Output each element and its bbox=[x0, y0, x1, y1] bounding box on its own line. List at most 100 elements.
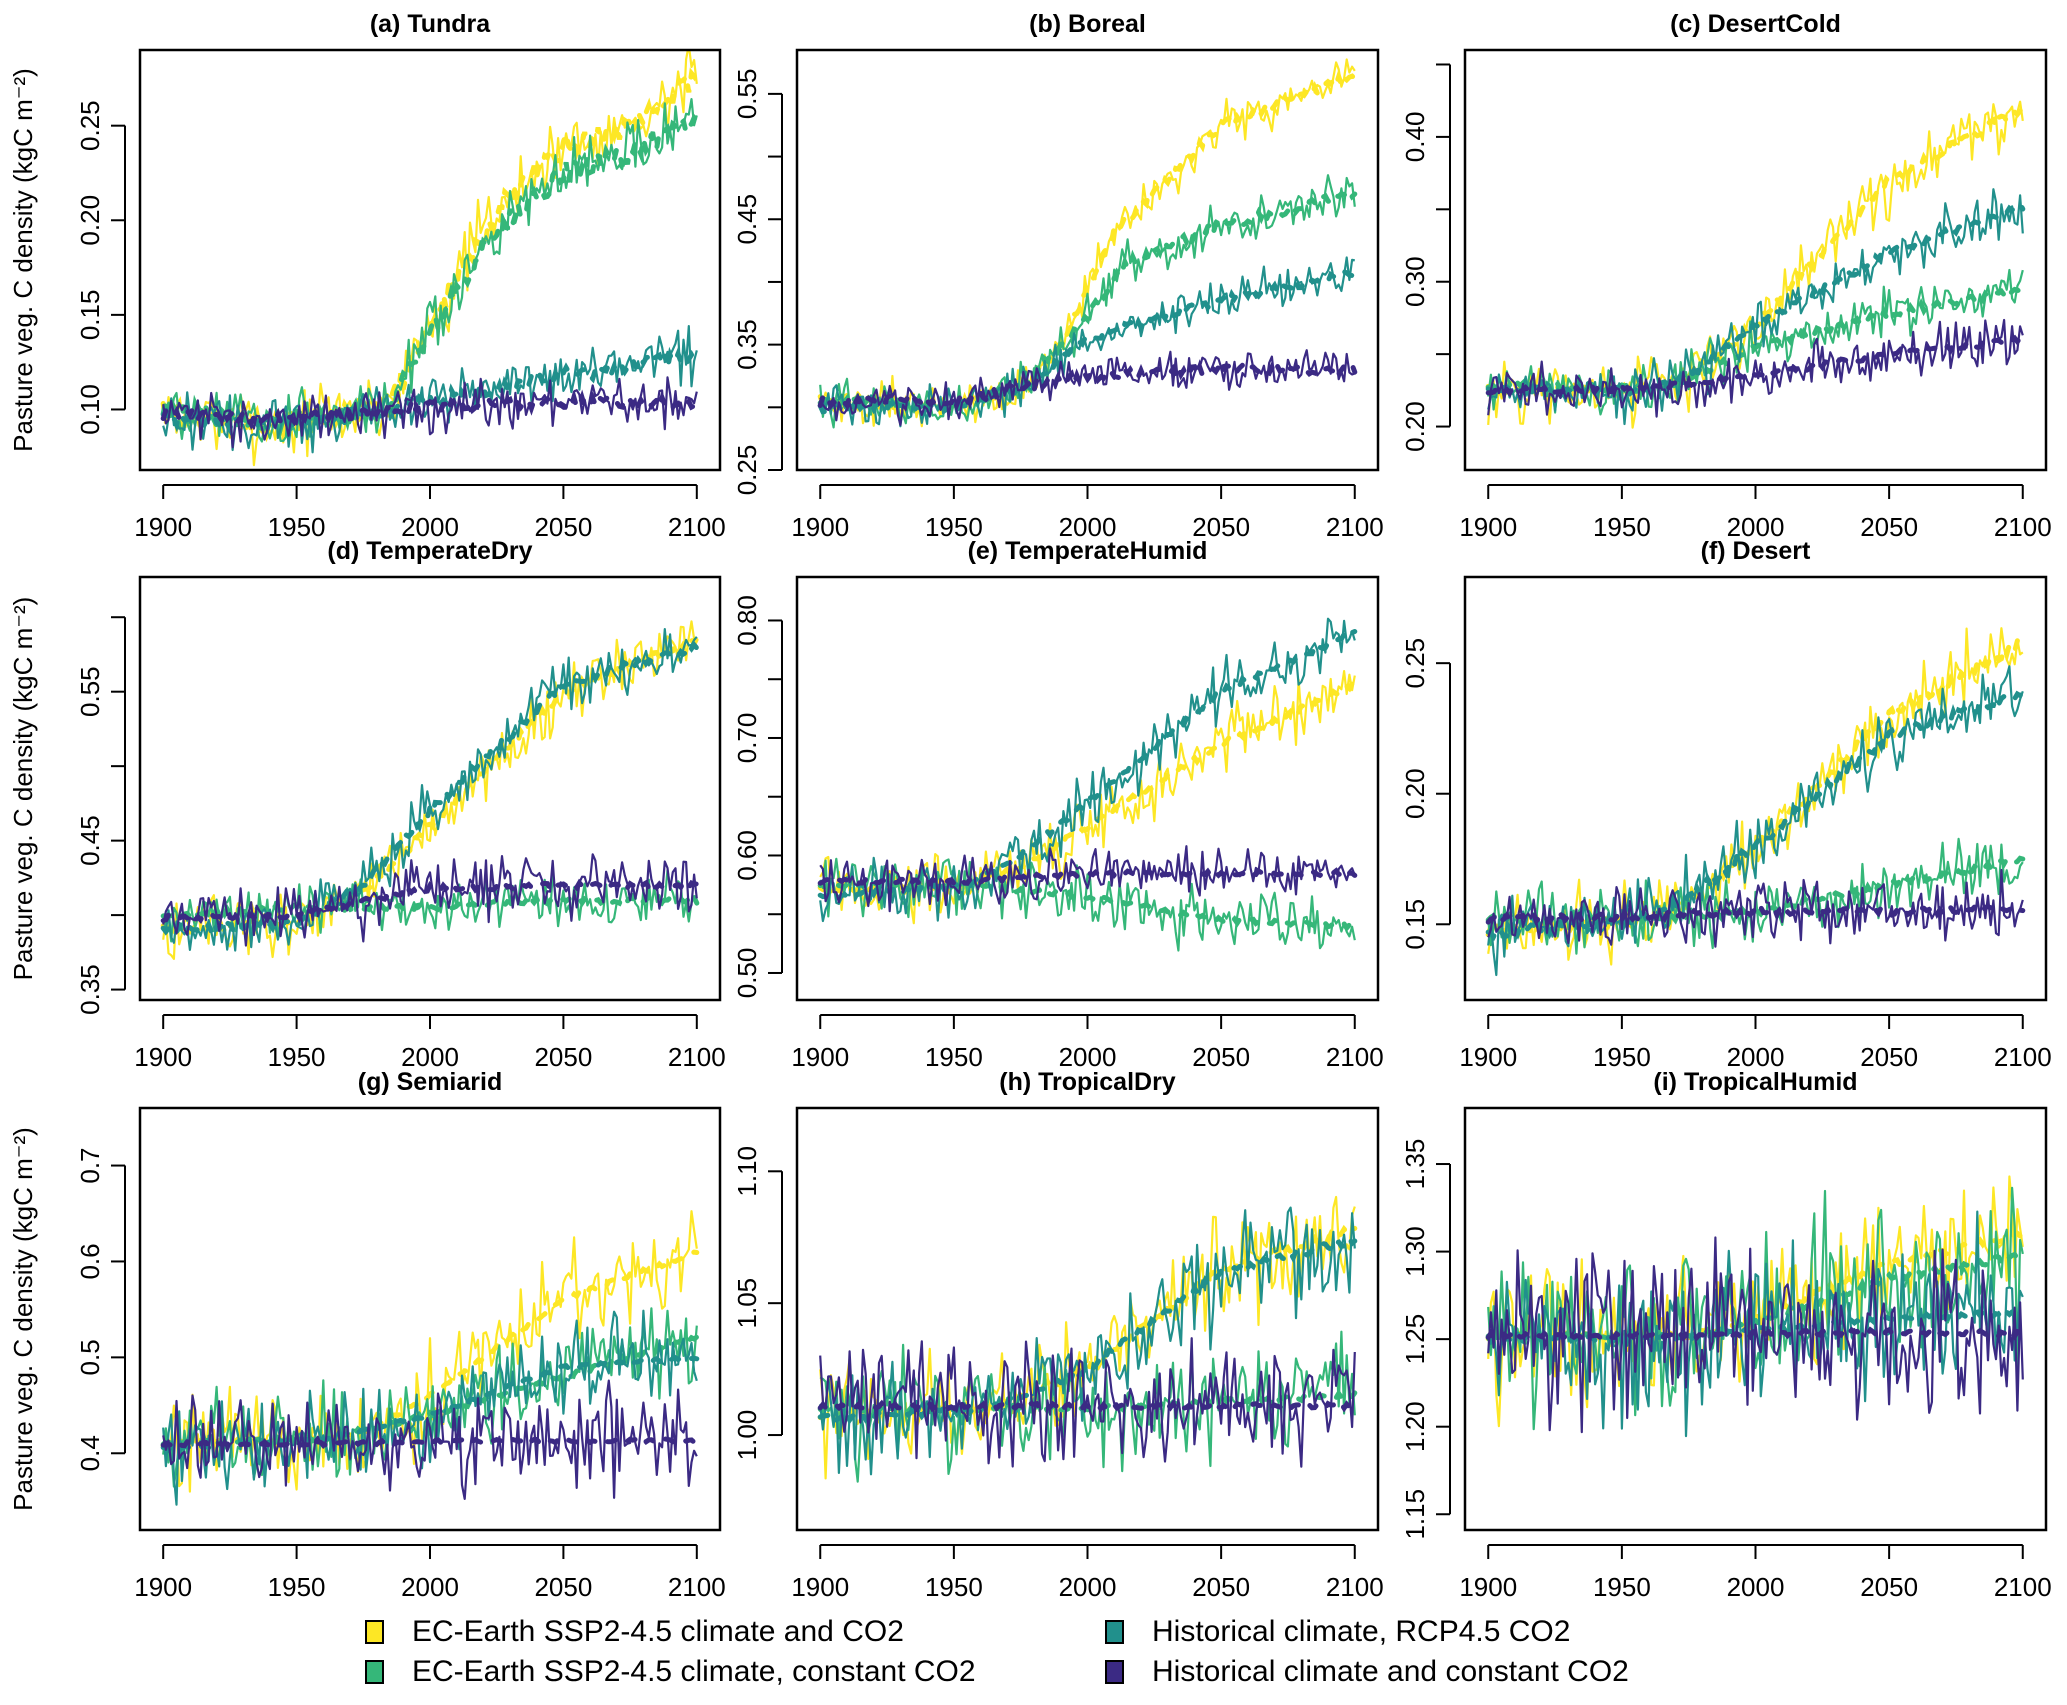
series-line bbox=[819, 1337, 1356, 1468]
y-tick-label: 0.15 bbox=[1400, 899, 1430, 950]
panel-i: (i) TropicalHumid 1900 1950 2000 2050 2100 1.1… bbox=[1400, 1068, 2052, 1602]
series-group bbox=[817, 617, 1358, 952]
panel-f: (f) Desert 1900 1950 2000 2050 2100 0.15 0.20 0.… bbox=[1400, 537, 2052, 1072]
x-tick-label: 2050 bbox=[1860, 1572, 1918, 1602]
x-tick-label: 2000 bbox=[401, 512, 459, 542]
panel-title: (f) Desert bbox=[1701, 537, 1811, 565]
series-line bbox=[1487, 868, 2024, 948]
x-tick-label: 1900 bbox=[1459, 1042, 1517, 1072]
series-line bbox=[1487, 627, 2024, 966]
x-tick-label: 2000 bbox=[1059, 1042, 1117, 1072]
series-line bbox=[819, 256, 1355, 428]
y-tick-label: 0.6 bbox=[75, 1243, 105, 1279]
series-group bbox=[817, 1195, 1358, 1483]
panel-d: (d) TemperateDry 1900 1950 2000 2050 2100 0.35… bbox=[8, 537, 726, 1072]
y-tick-label: 0.4 bbox=[75, 1435, 105, 1471]
series-trend-line bbox=[817, 680, 1358, 897]
x-tick-label: 1900 bbox=[1459, 1572, 1517, 1602]
x-tick-label: 2100 bbox=[1994, 512, 2052, 542]
panel-a: (a) Tundra 1900 1950 2000 2050 2100 0.10 0.15 0.… bbox=[8, 10, 726, 542]
series-line bbox=[162, 1309, 698, 1506]
x-tick-label: 2050 bbox=[534, 512, 592, 542]
y-tick-label: 1.25 bbox=[1400, 1314, 1430, 1365]
panel-g: (g) Semiarid 1900 1950 2000 2050 2100 0.4 0.5 0.… bbox=[8, 1068, 726, 1602]
series-line bbox=[162, 97, 698, 443]
series-line bbox=[819, 617, 1356, 923]
x-tick-label: 2000 bbox=[401, 1572, 459, 1602]
legend-item: Historical climate and constant CO2 bbox=[1105, 1655, 1629, 1689]
x-tick-label: 2050 bbox=[1192, 512, 1250, 542]
x-tick-label: 1900 bbox=[134, 1042, 192, 1072]
y-tick-label: 0.70 bbox=[732, 713, 762, 764]
x-tick-label: 1900 bbox=[791, 1572, 849, 1602]
plot-frame bbox=[138, 1106, 722, 1532]
panel-title: (d) TemperateDry bbox=[327, 537, 532, 565]
series-line bbox=[819, 1195, 1356, 1480]
series-group bbox=[1485, 100, 2026, 429]
series-trend-line bbox=[160, 878, 700, 924]
y-tick-label: 0.7 bbox=[75, 1147, 105, 1183]
x-tick-label: 1900 bbox=[791, 512, 849, 542]
plot-frame bbox=[795, 48, 1380, 472]
x-tick-label: 2100 bbox=[1994, 1042, 2052, 1072]
series-line bbox=[162, 325, 698, 454]
panel-title: (c) DesertCold bbox=[1670, 10, 1841, 38]
panel-b: (b) Boreal 1900 1950 2000 2050 2100 0.25 0.35 0.… bbox=[732, 10, 1384, 542]
y-tick-label: 0.25 bbox=[75, 100, 105, 151]
series-line bbox=[1487, 188, 2024, 426]
x-tick-label: 1900 bbox=[1459, 512, 1517, 542]
legend-item: Historical climate, RCP4.5 CO2 bbox=[1105, 1615, 1570, 1649]
x-tick-label: 1950 bbox=[268, 1042, 326, 1072]
x-tick-label: 1900 bbox=[791, 1042, 849, 1072]
series-trend-line bbox=[1485, 1229, 2026, 1345]
series-trend-line bbox=[817, 359, 1358, 413]
y-tick-label: 1.05 bbox=[732, 1278, 762, 1329]
x-tick-label: 2050 bbox=[534, 1572, 592, 1602]
x-tick-label: 1950 bbox=[268, 1572, 326, 1602]
y-axis-label: Pasture veg. C density (kgC m⁻²) bbox=[8, 597, 38, 981]
y-tick-label: 0.25 bbox=[732, 445, 762, 496]
series-trend-line bbox=[160, 1435, 700, 1449]
legend-swatch bbox=[365, 1620, 384, 1644]
legend-swatch bbox=[1105, 1660, 1124, 1684]
x-tick-label: 2100 bbox=[1326, 1042, 1384, 1072]
y-tick-label: 0.20 bbox=[1400, 401, 1430, 452]
panel-title: (e) TemperateHumid bbox=[968, 537, 1208, 565]
series-line bbox=[819, 857, 1356, 952]
plot-frame bbox=[138, 575, 722, 1002]
y-axis-label: Pasture veg. C density (kgC m⁻²) bbox=[8, 1127, 38, 1511]
series-trend-line bbox=[160, 639, 700, 939]
x-tick-label: 1900 bbox=[134, 512, 192, 542]
x-tick-label: 1900 bbox=[134, 1572, 192, 1602]
legend: EC-Earth SSP2-4.5 climate and CO2 EC-Ear… bbox=[365, 1615, 1765, 1695]
y-tick-label: 1.00 bbox=[732, 1410, 762, 1461]
panel-title: (a) Tundra bbox=[370, 10, 491, 38]
series-trend-line bbox=[817, 1233, 1358, 1427]
x-tick-label: 2000 bbox=[401, 1042, 459, 1072]
x-tick-label: 2100 bbox=[1326, 1572, 1384, 1602]
series-line bbox=[819, 174, 1356, 429]
y-tick-label: 0.60 bbox=[732, 830, 762, 881]
y-tick-label: 0.35 bbox=[732, 319, 762, 370]
x-tick-label: 2050 bbox=[1860, 512, 1918, 542]
series-group bbox=[160, 620, 700, 961]
x-tick-label: 2000 bbox=[1059, 1572, 1117, 1602]
x-tick-label: 2050 bbox=[1860, 1042, 1918, 1072]
series-trend-line bbox=[817, 68, 1358, 419]
panel-c: (c) DesertCold 1900 1950 2000 2050 2100 0.20 0.… bbox=[1400, 10, 2052, 542]
x-tick-label: 1950 bbox=[925, 1042, 983, 1072]
series-group bbox=[817, 58, 1358, 429]
y-tick-label: 1.35 bbox=[1400, 1139, 1430, 1190]
y-tick-label: 1.10 bbox=[732, 1146, 762, 1197]
series-trend-line bbox=[817, 1388, 1358, 1416]
legend-label: EC-Earth SSP2-4.5 climate, constant CO2 bbox=[412, 1655, 976, 1688]
legend-item: EC-Earth SSP2-4.5 climate and CO2 bbox=[365, 1615, 904, 1649]
x-tick-label: 1950 bbox=[925, 1572, 983, 1602]
y-tick-label: 0.45 bbox=[75, 815, 105, 866]
series-line bbox=[819, 669, 1356, 925]
series-trend-line bbox=[160, 1334, 700, 1449]
y-axis-label: Pasture veg. C density (kgC m⁻²) bbox=[8, 68, 38, 452]
panel-title: (g) Semiarid bbox=[358, 1068, 502, 1096]
x-tick-label: 2100 bbox=[668, 1042, 726, 1072]
